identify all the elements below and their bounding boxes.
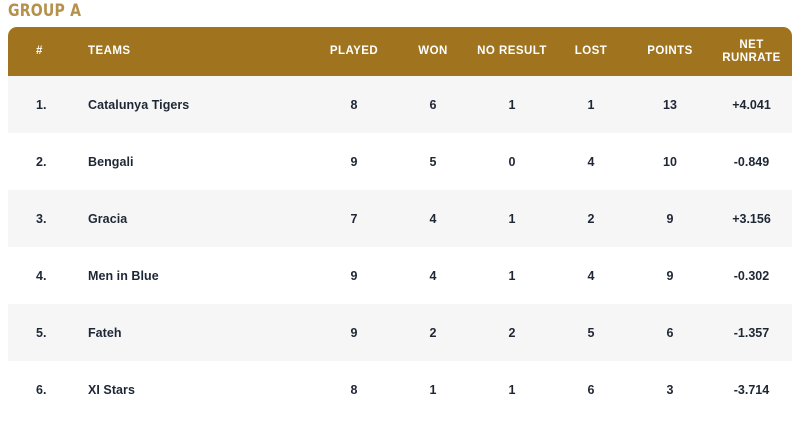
cell-no-result: 1 xyxy=(508,382,516,397)
cell-points: 9 xyxy=(666,268,674,283)
standings-table: # Teams PLAYED WON NO RESULT LOST POINTS… xyxy=(8,27,792,429)
table-row[interactable]: 1. Catalunya Tigers 8 6 1 1 13 +4.041 xyxy=(8,76,792,133)
cell-team-name: Gracia xyxy=(88,211,128,226)
cell-no-result: 1 xyxy=(508,97,516,112)
cell-played: 9 xyxy=(350,268,358,283)
cell-net-runrate: -0.849 xyxy=(733,154,770,169)
cell-net-runrate: +4.041 xyxy=(732,97,771,112)
table-row[interactable]: 2. Bengali 9 5 0 4 10 -0.849 xyxy=(8,133,792,190)
table-row[interactable]: 4. Men in Blue 9 4 1 4 9 -0.302 xyxy=(8,247,792,304)
cell-rank: 1. xyxy=(36,97,47,112)
cell-points: 10 xyxy=(663,154,677,169)
column-header-played: PLAYED xyxy=(329,45,379,57)
column-header-won: WON xyxy=(418,45,448,57)
cell-rank: 2. xyxy=(36,154,47,169)
cell-net-runrate: +3.156 xyxy=(732,211,771,226)
group-title: GROUP A xyxy=(8,1,82,21)
cell-rank: 4. xyxy=(36,268,47,283)
cell-net-runrate: -1.357 xyxy=(733,325,770,340)
table-header-row: # Teams PLAYED WON NO RESULT LOST POINTS… xyxy=(8,27,792,76)
cell-lost: 4 xyxy=(587,154,595,169)
cell-lost: 1 xyxy=(587,97,595,112)
cell-no-result: 1 xyxy=(508,268,516,283)
column-header-no-result: NO RESULT xyxy=(477,45,547,57)
cell-team-name: XI Stars xyxy=(88,382,135,397)
column-header-net-runrate-line2: RUNRATE xyxy=(722,51,781,64)
column-header-teams: Teams xyxy=(88,45,131,57)
cell-points: 6 xyxy=(666,325,674,340)
cell-won: 1 xyxy=(429,382,437,397)
table-row[interactable]: 5. Fateh 9 2 2 5 6 -1.357 xyxy=(8,304,792,361)
cell-lost: 5 xyxy=(587,325,595,340)
cell-no-result: 0 xyxy=(508,154,516,169)
cell-no-result: 1 xyxy=(508,211,516,226)
cell-won: 4 xyxy=(429,268,437,283)
cell-team-name: Men in Blue xyxy=(88,268,159,283)
cell-net-runrate: -3.714 xyxy=(733,382,770,397)
cell-rank: 3. xyxy=(36,211,47,226)
cell-lost: 4 xyxy=(587,268,595,283)
cell-won: 5 xyxy=(429,154,437,169)
cell-team-name: Bengali xyxy=(88,154,134,169)
cell-played: 9 xyxy=(350,154,358,169)
cell-points: 3 xyxy=(666,382,674,397)
column-header-lost: LOST xyxy=(574,45,608,57)
cell-no-result: 2 xyxy=(508,325,516,340)
cell-team-name: Catalunya Tigers xyxy=(88,97,190,112)
cell-won: 4 xyxy=(429,211,437,226)
cell-lost: 6 xyxy=(587,382,595,397)
cell-rank: 6. xyxy=(36,382,47,397)
cell-lost: 2 xyxy=(587,211,595,226)
cell-team-name: Fateh xyxy=(88,325,122,340)
table-row[interactable]: 6. XI Stars 8 1 1 6 3 -3.714 xyxy=(8,361,792,418)
cell-played: 7 xyxy=(350,211,358,226)
cell-points: 13 xyxy=(663,97,677,112)
column-header-points: POINTS xyxy=(647,45,693,57)
cell-points: 9 xyxy=(666,211,674,226)
column-header-rank: # xyxy=(36,45,43,57)
cell-won: 6 xyxy=(429,97,437,112)
table-row[interactable]: 3. Gracia 7 4 1 2 9 +3.156 xyxy=(8,190,792,247)
cell-rank: 5. xyxy=(36,325,47,340)
cell-net-runrate: -0.302 xyxy=(733,268,770,283)
column-header-net-runrate-line1: NET xyxy=(739,39,764,51)
cell-won: 2 xyxy=(429,325,437,340)
column-header-net-runrate: NET RUNRATE xyxy=(711,39,792,64)
table-body: 1. Catalunya Tigers 8 6 1 1 13 +4.041 2.… xyxy=(8,76,792,418)
cell-played: 8 xyxy=(350,97,358,112)
cell-played: 8 xyxy=(350,382,358,397)
cell-played: 9 xyxy=(350,325,358,340)
